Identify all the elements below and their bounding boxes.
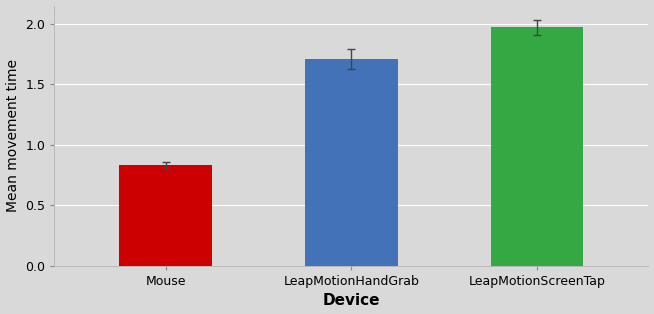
X-axis label: Device: Device bbox=[322, 294, 380, 308]
Bar bbox=[490, 27, 583, 266]
Bar bbox=[305, 59, 398, 266]
Y-axis label: Mean movement time: Mean movement time bbox=[5, 59, 20, 212]
Bar bbox=[119, 165, 212, 266]
